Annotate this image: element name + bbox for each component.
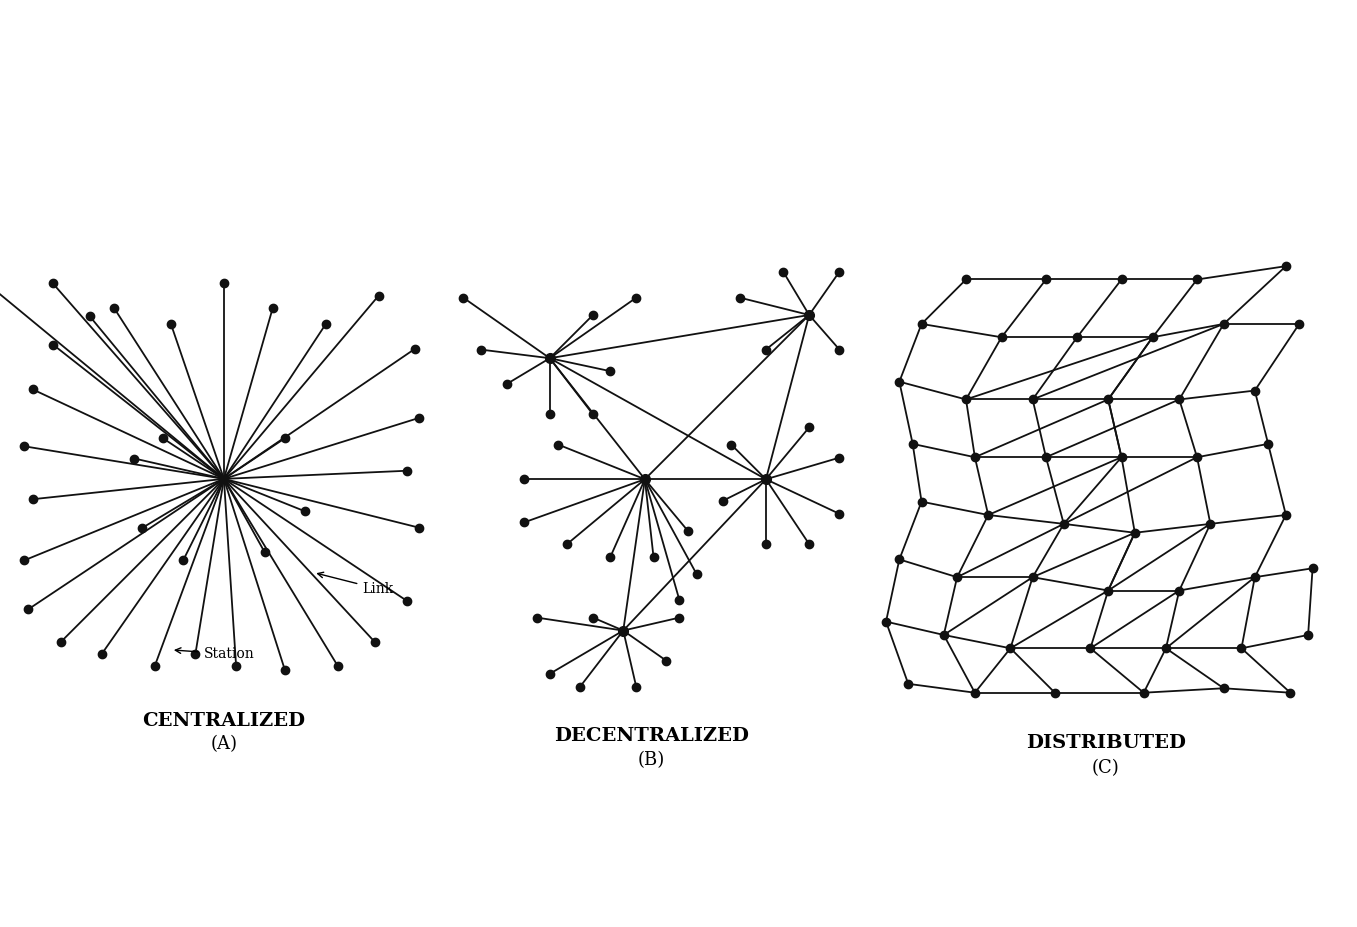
Text: Station: Station — [175, 647, 254, 661]
Text: (C): (C) — [1092, 759, 1120, 777]
Text: DECENTRALIZED: DECENTRALIZED — [554, 727, 749, 744]
Text: DISTRIBUTED: DISTRIBUTED — [1026, 734, 1186, 752]
Text: Link: Link — [318, 572, 394, 596]
Text: (B): (B) — [638, 751, 665, 769]
Text: (A): (A) — [210, 735, 237, 753]
Text: CENTRALIZED: CENTRALIZED — [142, 712, 305, 730]
